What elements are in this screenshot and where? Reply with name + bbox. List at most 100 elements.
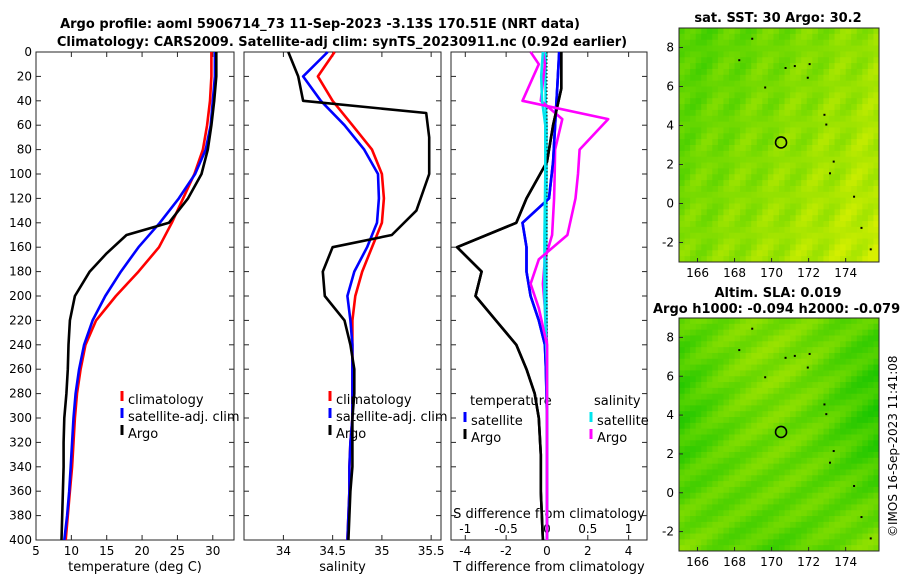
sst-map-cell (806, 86, 813, 93)
sla-map-cell (740, 533, 747, 540)
sst-map-cell (729, 209, 736, 216)
sst-map-cell (740, 226, 747, 234)
sst-map-cell (812, 150, 819, 158)
sst-map-island-marker (825, 123, 828, 126)
sla-map-cell (684, 533, 691, 540)
sst-map-cell (684, 145, 691, 152)
sst-map-cell (717, 63, 724, 70)
sst-map-cell (873, 215, 880, 222)
sst-map-cell (695, 51, 702, 58)
sst-map-cell (840, 226, 847, 234)
sla-map-cell (729, 498, 736, 505)
sla-map-cell (829, 341, 836, 348)
sst-map-cell (679, 226, 686, 234)
sla-map-cell (851, 370, 858, 377)
sst-map-cell (845, 185, 852, 193)
sla-map-cell (845, 323, 852, 331)
sst-map-cell (740, 185, 747, 193)
sla-map-cell (840, 481, 847, 488)
sla-map-cell (773, 352, 780, 360)
sla-map-cell (795, 451, 802, 459)
sst-map-cell (845, 203, 852, 210)
sst-map-cell (812, 232, 819, 240)
sla-map-cell (856, 463, 863, 470)
sst-map-cell (779, 156, 786, 164)
sla-map-cell (829, 446, 836, 453)
sst-map-cell (762, 98, 769, 105)
sst-map-cell (767, 191, 774, 199)
sla-map-cell (817, 323, 824, 331)
sla-map-cell (862, 475, 869, 482)
sst-map-cell (851, 232, 858, 240)
sst-map-cell (790, 174, 797, 181)
sla-map-cell (734, 440, 741, 447)
sst-map-cell (834, 215, 841, 222)
sst-map-cell (795, 256, 802, 263)
sst-map-cell (806, 209, 813, 216)
sla-map-cell (751, 347, 758, 354)
sst-map-cell (701, 209, 708, 216)
sla-map-cell (862, 539, 869, 546)
sla-map-cell (873, 318, 880, 325)
sla-map-cell (762, 318, 769, 325)
sst-map-cell (684, 86, 691, 93)
sla-map-cell (729, 323, 736, 331)
sst-map-cell (690, 174, 697, 181)
sst-map-cell (734, 168, 741, 175)
sla-map-cell (712, 341, 719, 348)
sla-map-cell (795, 352, 802, 360)
sla-map-cell (762, 469, 769, 476)
sla-map-cell (840, 498, 847, 505)
sst-map-cell (762, 39, 769, 47)
sst-map-cell (751, 150, 758, 158)
sla-map-cell (862, 498, 869, 505)
sla-map-cell (690, 370, 697, 377)
sst-map-cell (823, 232, 830, 240)
sla-map-cell (873, 364, 880, 371)
sla-map-cell (795, 428, 802, 436)
sst-map-cell (740, 28, 747, 35)
sla-map-cell (679, 376, 686, 383)
sst-map-cell (723, 74, 730, 82)
sla-map-cell (784, 475, 791, 482)
sla-map-cell (834, 417, 841, 424)
sla-map-cell (795, 318, 802, 325)
sla-map-cell (784, 440, 791, 447)
sla-map-cell (695, 516, 702, 523)
sla-map-cell (734, 481, 741, 488)
sst-map-cell (817, 127, 824, 134)
sst-map-cell (790, 63, 797, 70)
sla-map-cell (790, 358, 797, 366)
sla-map-cell (840, 463, 847, 470)
sst-map-cell (801, 185, 808, 193)
sst-map-cell (851, 133, 858, 140)
sst-map-cell (812, 215, 819, 222)
sla-map-cell (690, 492, 697, 500)
sla-map-cell (801, 440, 808, 447)
sla-map-cell (679, 417, 686, 424)
sst-map-cell (723, 98, 730, 105)
sla-map-cell (745, 341, 752, 348)
sst-map-cell (717, 197, 724, 204)
sla-map-cell (867, 428, 874, 436)
sla-map-cell (723, 451, 730, 459)
sst-map-cell (729, 238, 736, 245)
sla-map-cell (779, 387, 786, 395)
sst-map-cell (717, 162, 724, 169)
depth-tick-label: 280 (9, 387, 32, 401)
sst-map-cell (723, 127, 730, 134)
sst-map-cell (856, 80, 863, 87)
sla-map-cell (740, 463, 747, 470)
sst-map-cell (740, 256, 747, 263)
sla-map-cell (790, 335, 797, 342)
sst-map-cell (690, 74, 697, 82)
sst-map-cell (717, 68, 724, 76)
sla-map-cell (795, 492, 802, 500)
sla-map-cell (806, 498, 813, 505)
sst-map-cell (795, 162, 802, 169)
sst-map-cell (751, 226, 758, 234)
sst-map-cell (756, 63, 763, 70)
temperature-profile-xtick-label: 10 (64, 544, 79, 558)
sla-map-cell (723, 486, 730, 494)
sla-map-cell (867, 510, 874, 517)
